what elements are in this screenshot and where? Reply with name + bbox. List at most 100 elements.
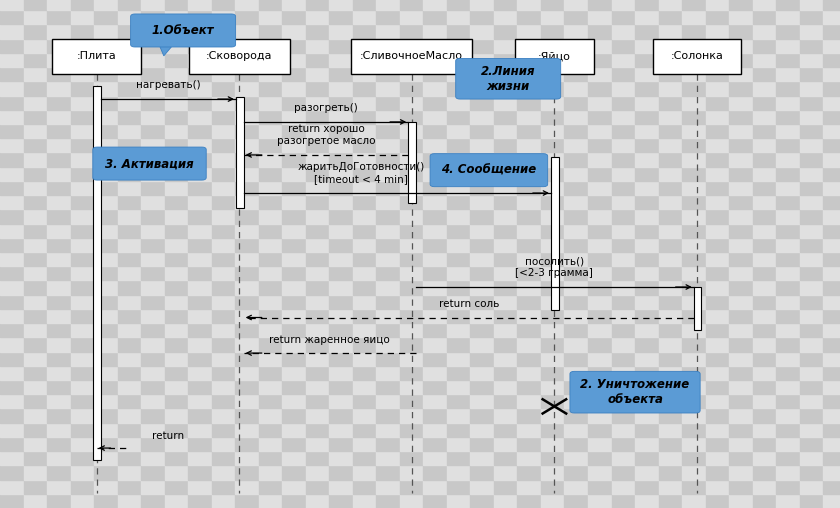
Bar — [118, 252, 141, 266]
Bar — [353, 209, 376, 224]
Bar — [517, 39, 541, 53]
Bar — [47, 96, 71, 110]
Text: return соль: return соль — [438, 299, 499, 309]
Bar — [612, 96, 635, 110]
Bar — [353, 451, 376, 465]
Bar — [776, 465, 800, 480]
Bar — [306, 408, 329, 423]
Bar — [235, 380, 259, 394]
Bar — [94, 352, 118, 366]
Bar — [282, 352, 306, 366]
Bar — [400, 465, 423, 480]
Bar — [753, 480, 776, 494]
Bar — [635, 337, 659, 352]
Bar — [706, 423, 729, 437]
Bar — [71, 408, 94, 423]
Bar — [776, 451, 800, 465]
Bar — [24, 494, 47, 508]
Bar — [0, 209, 24, 224]
Bar — [635, 238, 659, 252]
Bar — [188, 309, 212, 323]
Bar — [612, 323, 635, 337]
Bar — [517, 209, 541, 224]
Bar — [470, 81, 494, 96]
Bar — [329, 209, 353, 224]
Bar — [47, 394, 71, 408]
Bar — [447, 437, 470, 451]
Bar — [612, 465, 635, 480]
Bar — [353, 67, 376, 81]
Bar — [212, 380, 235, 394]
Bar — [353, 252, 376, 266]
Bar — [564, 451, 588, 465]
Bar — [235, 238, 259, 252]
Bar — [376, 480, 400, 494]
Bar — [447, 295, 470, 309]
Bar — [564, 266, 588, 280]
Bar — [423, 494, 447, 508]
Bar — [588, 423, 612, 437]
Bar — [423, 394, 447, 408]
Bar — [635, 167, 659, 181]
Bar — [823, 181, 840, 195]
Bar — [753, 451, 776, 465]
Bar — [635, 266, 659, 280]
Bar — [329, 152, 353, 167]
Bar — [141, 224, 165, 238]
Bar — [118, 408, 141, 423]
Bar — [306, 295, 329, 309]
Bar — [71, 280, 94, 295]
Bar — [800, 309, 823, 323]
Text: разогреть(): разогреть() — [294, 103, 358, 113]
Bar — [494, 295, 517, 309]
Bar — [165, 408, 188, 423]
Bar — [212, 295, 235, 309]
Bar — [282, 437, 306, 451]
Bar — [706, 39, 729, 53]
Bar — [329, 480, 353, 494]
Bar — [729, 181, 753, 195]
Bar — [588, 465, 612, 480]
Bar — [494, 266, 517, 280]
Bar — [612, 494, 635, 508]
Bar — [541, 67, 564, 81]
Bar — [24, 53, 47, 67]
Bar — [753, 394, 776, 408]
Bar — [612, 451, 635, 465]
Bar — [353, 280, 376, 295]
Bar — [800, 195, 823, 209]
Bar — [400, 138, 423, 152]
Bar — [188, 266, 212, 280]
Bar — [141, 337, 165, 352]
Bar — [564, 380, 588, 394]
Bar — [423, 209, 447, 224]
Bar — [588, 39, 612, 53]
Bar — [306, 81, 329, 96]
Bar — [212, 451, 235, 465]
Bar — [447, 352, 470, 366]
Bar — [494, 10, 517, 24]
Bar — [551, 157, 559, 310]
Bar — [0, 10, 24, 24]
Bar — [470, 480, 494, 494]
Bar — [400, 209, 423, 224]
Bar — [94, 224, 118, 238]
Bar — [94, 10, 118, 24]
Bar — [517, 10, 541, 24]
Bar — [635, 10, 659, 24]
Bar — [0, 0, 24, 10]
Bar — [165, 152, 188, 167]
Bar — [517, 408, 541, 423]
Bar — [447, 252, 470, 266]
Bar — [259, 24, 282, 39]
Bar — [351, 39, 472, 74]
Bar — [94, 280, 118, 295]
Bar — [188, 252, 212, 266]
Bar — [470, 309, 494, 323]
Bar — [682, 224, 706, 238]
Bar — [494, 53, 517, 67]
Bar — [753, 437, 776, 451]
Bar — [282, 152, 306, 167]
Bar — [24, 67, 47, 81]
Bar — [188, 295, 212, 309]
